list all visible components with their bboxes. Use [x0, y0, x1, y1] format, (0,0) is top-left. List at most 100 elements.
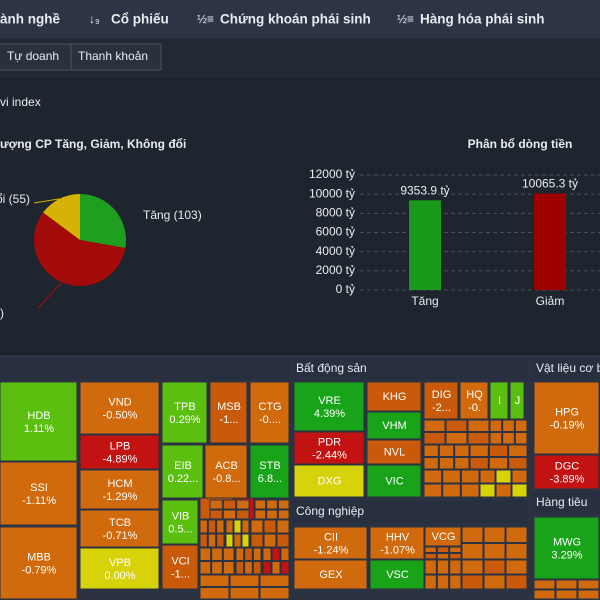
tile-change: -1...	[171, 568, 190, 580]
tab-label[interactable]: Thanh khoản	[78, 49, 148, 63]
tile-bg	[467, 419, 490, 432]
tile-change: 0.22...	[168, 473, 199, 485]
tile-bg	[423, 469, 443, 484]
tile[interactable]: VCI-1...	[161, 544, 199, 590]
tile-change: 0.29%	[169, 414, 200, 426]
tile[interactable]: VSC	[369, 559, 425, 590]
tile-name: VND	[108, 396, 131, 408]
tile[interactable]: VIB0.5...	[161, 499, 199, 545]
chart-title: ượng CP Tăng, Giảm, Không đổi	[0, 137, 186, 151]
tile-bg	[423, 457, 439, 470]
group-header	[292, 500, 528, 524]
tile-bg	[424, 574, 437, 590]
tile-bg	[229, 574, 260, 587]
tile	[461, 526, 528, 560]
tile[interactable]: CTG-0....	[249, 381, 290, 444]
tile-name: HHV	[386, 531, 410, 543]
tile	[199, 574, 290, 600]
tile[interactable]: SSI-1.11%	[0, 461, 78, 526]
tile-bg	[479, 469, 496, 484]
tile[interactable]: GEX	[293, 559, 368, 590]
tile[interactable]: CII-1.24%	[293, 526, 368, 560]
tile-bg	[250, 519, 264, 534]
tile[interactable]: J	[509, 381, 525, 420]
tile-bg	[511, 469, 528, 484]
tile-bg	[469, 457, 489, 470]
tile-bg	[271, 561, 281, 575]
tab[interactable]	[0, 43, 72, 71]
tile[interactable]: VND-0.50%	[79, 381, 160, 435]
tile[interactable]: VIC	[366, 464, 422, 498]
tile-change: -0.79%	[22, 564, 57, 576]
tile[interactable]: MBB-0.79%	[0, 526, 78, 600]
tile-bg	[271, 547, 281, 561]
tile[interactable]: EIB0.22...	[161, 444, 204, 499]
tile-bg	[442, 483, 461, 498]
tile[interactable]: HQ-0.	[459, 381, 489, 420]
tile-change: -1.29%	[103, 491, 138, 503]
group-title: Vật liệu cơ bả	[536, 361, 600, 375]
tile-bg	[277, 509, 290, 520]
tile-bg	[249, 381, 290, 444]
tile-bg	[424, 553, 437, 560]
nav-item[interactable]: ành nghề	[0, 12, 60, 27]
tile-bg	[161, 381, 208, 444]
leader-line	[114, 210, 119, 221]
tile	[424, 546, 462, 560]
tile[interactable]: ACB-0.8...	[204, 444, 248, 499]
tile[interactable]: DIG-2...	[423, 381, 459, 420]
tile[interactable]: LPB-4.89%	[79, 434, 160, 470]
tile[interactable]: MSB-1...	[209, 381, 248, 444]
tile[interactable]: DGC-3.89%	[533, 454, 600, 490]
tile-name: GEX	[319, 569, 343, 581]
tile[interactable]: HHV-1.07%	[369, 526, 425, 560]
tile-bg	[454, 444, 470, 457]
tile	[479, 469, 528, 498]
tile[interactable]: NVL	[366, 439, 422, 465]
tile	[469, 444, 528, 470]
tile-bg	[442, 469, 461, 484]
tile[interactable]: HPG-0.19%	[533, 381, 600, 455]
tile[interactable]: KHG	[366, 381, 422, 412]
nav-item[interactable]: Chứng khoán phái sinh	[220, 12, 371, 27]
tile[interactable]: I	[489, 381, 509, 420]
tile-change: -4.89%	[103, 453, 138, 465]
tile[interactable]: TCB-0.71%	[79, 509, 160, 548]
bar	[534, 193, 566, 290]
tile-name: TCB	[109, 517, 131, 529]
nav-item[interactable]: Hàng hóa phái sinh	[420, 12, 545, 27]
tile[interactable]: STB6.8...	[249, 444, 290, 499]
tile[interactable]: HCM-1.29%	[79, 469, 160, 510]
pie-slice	[34, 212, 126, 286]
tile-bg	[209, 381, 248, 444]
tile[interactable]: VHM	[366, 411, 422, 440]
tab[interactable]	[70, 43, 162, 71]
tile-name: MWG	[553, 536, 581, 548]
tile-bg	[277, 499, 290, 510]
tile[interactable]: VCG	[424, 526, 462, 547]
tile-bg	[244, 547, 253, 561]
tile-bg	[445, 432, 468, 445]
tile-change: -3.89%	[550, 473, 585, 485]
tile-bg	[508, 457, 528, 470]
tile-name: VIB	[172, 510, 190, 522]
x-tick-label: Tăng	[411, 294, 438, 308]
tile-bg	[225, 519, 234, 534]
nav-item[interactable]: Cổ phiếu	[111, 12, 169, 27]
tile-bg	[369, 559, 425, 590]
tab-label[interactable]: Tự doanh	[7, 49, 59, 63]
data-label: a (213)	[0, 306, 4, 320]
tile[interactable]: PDR-2.44%	[293, 431, 365, 465]
tile[interactable]: DXG	[293, 464, 365, 498]
tile-bg	[438, 444, 455, 457]
tile-name: HCM	[107, 478, 132, 490]
tile-bg	[423, 483, 443, 498]
tile-change: 6.8...	[258, 473, 282, 485]
tile-change: 1.11%	[24, 423, 55, 435]
